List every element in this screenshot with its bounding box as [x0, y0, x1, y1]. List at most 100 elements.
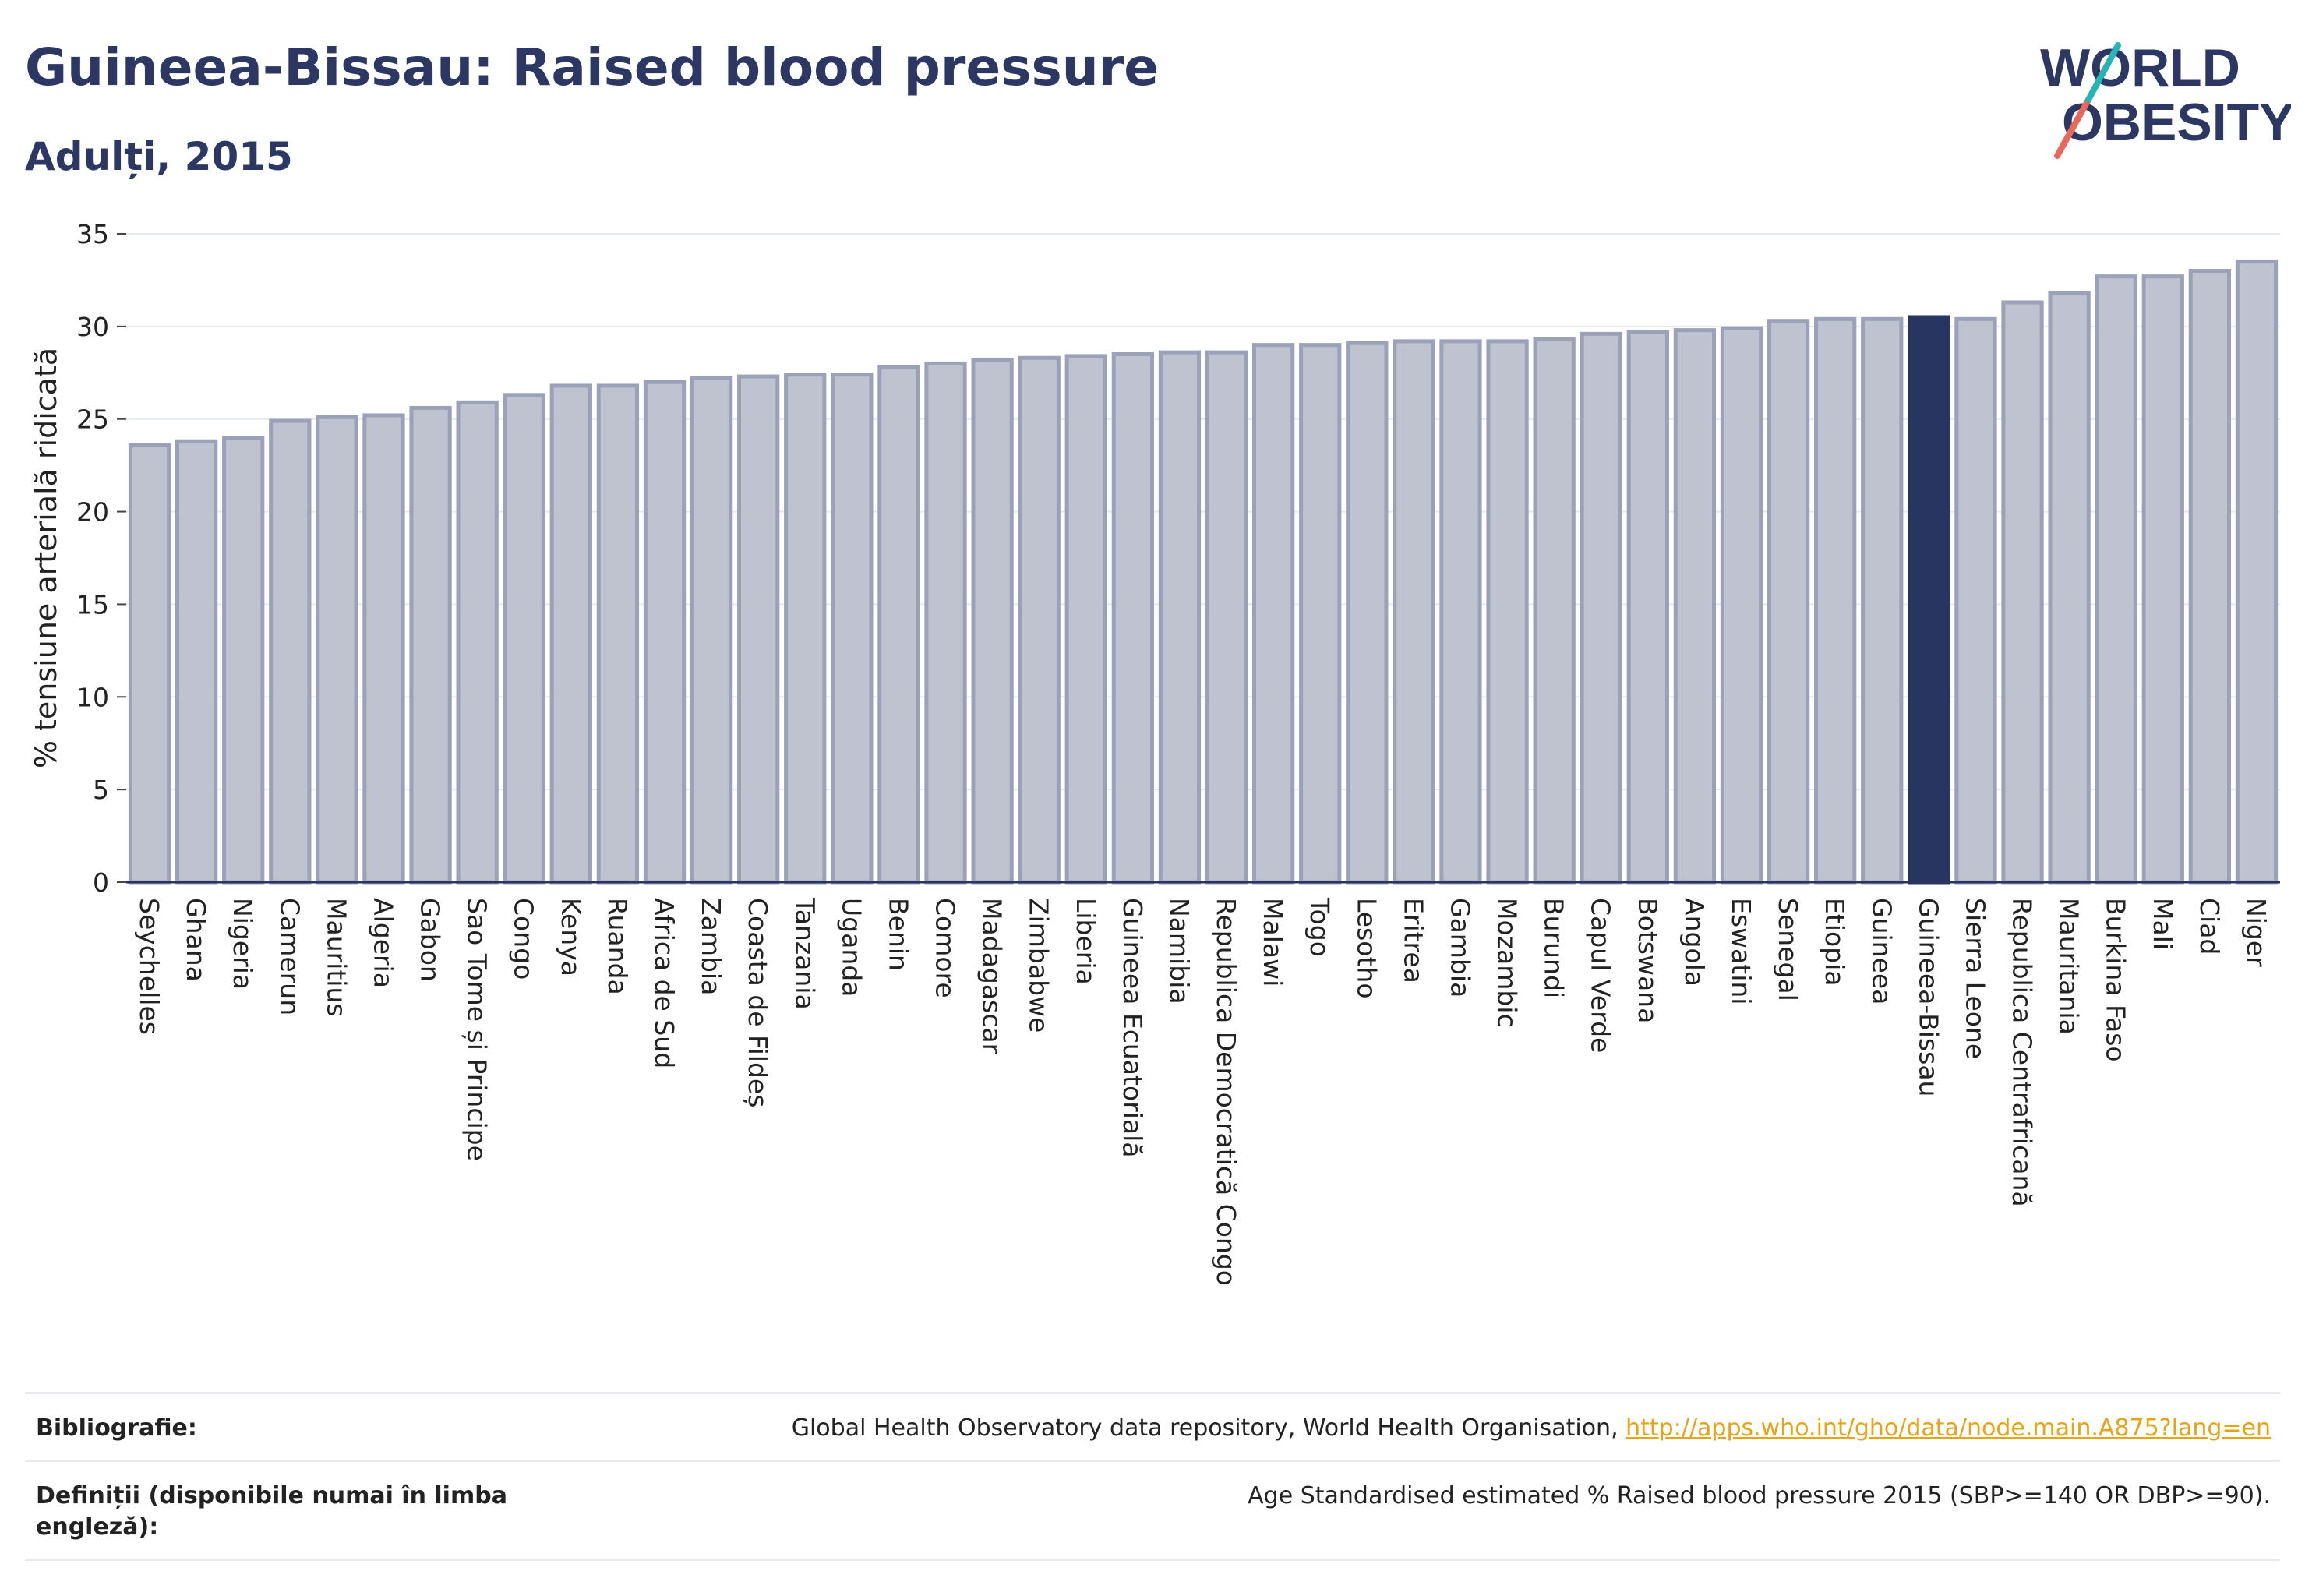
x-category-label: Mauritius	[321, 898, 351, 1017]
x-category-label: Mauritania	[2054, 898, 2084, 1035]
category-labels: Seychelles Ghana Nigeria Camerun Mauritius Al…	[134, 897, 2271, 1286]
x-category-label: Congo	[509, 898, 539, 980]
bar	[2141, 274, 2184, 885]
x-category-label: Senegal	[1773, 898, 1803, 1001]
x-category-label: Malawi	[1258, 898, 1288, 987]
x-category-label: Eswatini	[1726, 898, 1756, 1005]
x-category-label: Africa de Sud	[649, 898, 679, 1068]
bar	[1580, 331, 1622, 885]
bar	[2188, 269, 2232, 885]
y-tick-label: 0	[93, 867, 109, 898]
bar	[877, 365, 920, 885]
x-category-label: Namibia	[1164, 898, 1195, 1005]
bibliography-text: Global Health Observatory data repositor…	[791, 1414, 1626, 1442]
x-category-label: Republica Centrafricană	[2007, 898, 2038, 1207]
x-category-label: Mozambic	[1492, 898, 1523, 1028]
bibliography-link[interactable]: http://apps.who.int/gho/data/node.main.A…	[1626, 1414, 2271, 1442]
x-category-label: Zimbabwe	[1024, 898, 1054, 1033]
bar	[409, 405, 452, 885]
x-category-label: Nigeria	[228, 898, 258, 990]
x-category-label: Madagascar	[977, 898, 1008, 1054]
bar	[1158, 350, 1202, 885]
x-category-label: Gambia	[1445, 898, 1475, 998]
x-category-label: Niger	[2241, 898, 2271, 967]
chart-title: Guineea-Bissau: Raised blood pressure	[25, 37, 1160, 97]
x-category-label: Guineea-Bissau	[1913, 898, 1943, 1096]
x-category-label: Togo	[1304, 897, 1335, 957]
x-category-label: Mali	[2148, 898, 2178, 950]
x-category-label: Tanzania	[789, 897, 820, 1010]
y-tick-label: 15	[76, 589, 109, 620]
axes: 0 5 10 15 20 25 30 35	[76, 219, 2280, 898]
x-category-label: Republica Democratică Congo	[1211, 898, 1241, 1286]
bar	[1205, 350, 1248, 885]
bar	[2095, 274, 2137, 885]
bar	[503, 393, 545, 885]
logo-line1: WORLD	[2040, 38, 2240, 97]
x-category-label: Uganda	[836, 898, 867, 997]
x-category-label: Benin	[883, 898, 913, 971]
world-obesity-logo: WORLD OBESITY	[2040, 38, 2291, 159]
definitions-label: Definiții (disponibile numai în limba en…	[36, 1482, 507, 1541]
bar	[643, 380, 687, 885]
y-tick-label: 5	[93, 775, 109, 805]
bar	[1767, 319, 1810, 885]
x-category-label: Burundi	[1539, 898, 1569, 998]
footer-definitions-row: Definiții (disponibile numai în limba en…	[25, 1460, 2280, 1561]
logo-line2: OBESITY	[2062, 93, 2291, 152]
x-category-label: Guineea Ecuatorială	[1117, 898, 1148, 1158]
footer-bibliography-row: Bibliografie: Global Health Observatory …	[25, 1392, 2280, 1460]
x-category-label: Capul Verde	[1586, 898, 1616, 1053]
y-axis-title: % tensiune arterială ridicată	[29, 348, 63, 768]
bar	[1251, 343, 1295, 885]
bar	[737, 374, 780, 885]
bar	[1533, 337, 1576, 885]
logo-slash-teal	[2085, 42, 2121, 103]
x-category-label: Algeria	[368, 898, 398, 988]
bar	[2048, 291, 2091, 885]
bibliography-value: Global Health Observatory data repositor…	[792, 1413, 2280, 1444]
bar	[549, 383, 592, 885]
x-category-label: Camerun	[274, 898, 305, 1015]
x-category-label: Liberia	[1071, 898, 1101, 985]
bar	[1299, 343, 1342, 885]
x-category-label: Ghana	[181, 898, 211, 982]
bar-chart: 0 5 10 15 20 25 30 35 Seychelles Ghana Nigeria Cam…	[29, 219, 2280, 1286]
bar	[128, 443, 171, 885]
y-tick-label: 20	[76, 497, 109, 528]
bar	[222, 435, 265, 885]
bar	[1486, 339, 1529, 885]
bar	[1861, 316, 1904, 885]
x-category-label: Eritrea	[1398, 898, 1428, 983]
bar	[269, 418, 312, 885]
bar	[1439, 339, 1482, 885]
bar	[596, 383, 640, 885]
bar	[2235, 260, 2279, 885]
bar	[1018, 355, 1061, 885]
x-category-label: Guineea	[1866, 898, 1897, 1005]
bibliography-label: Bibliografie:	[36, 1414, 197, 1442]
bar	[784, 373, 827, 885]
bar	[1626, 330, 1669, 885]
x-category-label: Etiopia	[1820, 898, 1850, 987]
chart-subtitle: Adulți, 2015	[25, 134, 293, 179]
bar	[971, 358, 1014, 885]
bar	[831, 373, 874, 885]
x-category-label: Lesotho	[1351, 898, 1382, 999]
bar	[1954, 316, 1997, 885]
bar	[1064, 354, 1107, 885]
bar	[1393, 339, 1435, 885]
bar	[175, 439, 218, 885]
x-category-label: Comore	[930, 898, 961, 998]
bar	[2001, 300, 2044, 885]
x-category-label: Botswana	[1633, 898, 1663, 1023]
bar	[456, 400, 499, 885]
x-category-label: Sao Tome și Principe	[462, 898, 492, 1161]
x-category-label: Gabon	[415, 898, 446, 982]
x-category-label: Ruanda	[602, 898, 633, 995]
bar-highlighted	[1908, 315, 1950, 885]
bar	[1720, 326, 1763, 885]
y-tick-label: 25	[76, 404, 109, 435]
bar	[924, 361, 967, 885]
bar	[1814, 316, 1857, 885]
